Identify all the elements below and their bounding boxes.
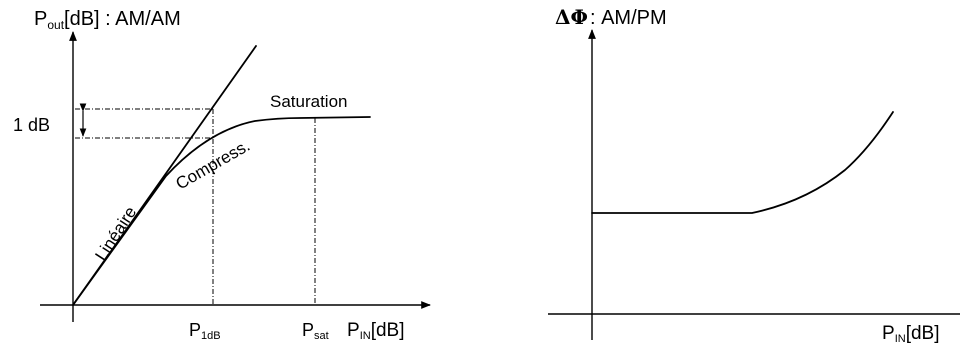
am-pm-panel: ΔΦ: AM/PM PIN[dB] (548, 5, 960, 345)
linear-region-label: Linéaire (91, 203, 140, 264)
right-x-axis-label: PIN[dB] (882, 323, 940, 345)
left-x-axis-label: PIN[dB] (347, 320, 405, 342)
saturation-region-label: Saturation (270, 92, 348, 111)
compression-region-label: Compress. (173, 136, 254, 194)
one-db-label: 1 dB (13, 115, 50, 135)
right-y-axis-label: ΔΦ: AM/PM (555, 5, 667, 29)
left-y-axis-label: Pout[dB] : AM/AM (34, 8, 181, 32)
am-pm-curve (591, 111, 894, 214)
psat-label: Psat (302, 320, 329, 342)
am-am-panel: Pout[dB] : AM/AM 1 dB Linéaire Compress.… (13, 8, 431, 342)
p1db-label: P1dB (189, 320, 221, 342)
am-am-curve (72, 116, 371, 306)
